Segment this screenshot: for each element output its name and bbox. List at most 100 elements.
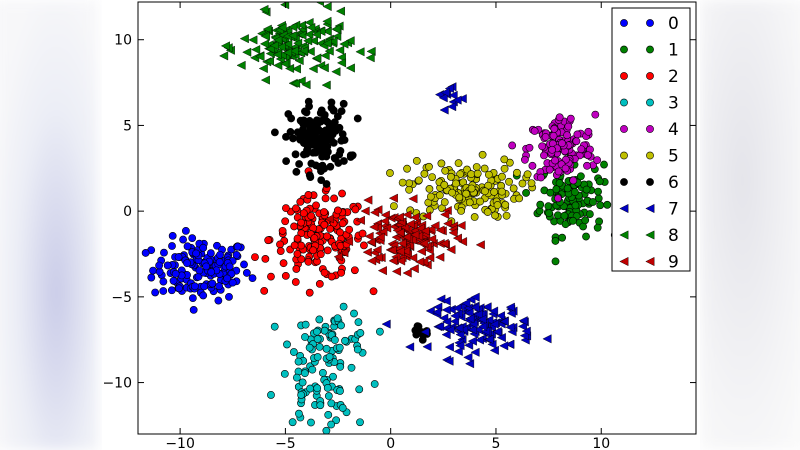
point-7: [505, 302, 515, 312]
point-6: [412, 330, 421, 339]
point-1: [560, 211, 569, 220]
point-7: [518, 316, 528, 326]
point-9: [401, 246, 411, 256]
point-0: [168, 231, 177, 240]
point-6: [318, 147, 327, 156]
point-0: [233, 242, 242, 251]
point-3: [308, 365, 317, 374]
legend-marker: [646, 151, 654, 160]
point-4: [563, 131, 571, 140]
point-8: [324, 46, 334, 56]
point-4: [555, 113, 564, 122]
point-4: [521, 155, 529, 164]
point-2: [297, 229, 306, 238]
point-8: [304, 17, 314, 28]
point-2: [264, 236, 273, 245]
point-7: [473, 309, 483, 319]
point-8: [242, 47, 252, 57]
point-3: [301, 320, 310, 329]
point-5: [501, 200, 510, 209]
point-1: [600, 160, 608, 169]
point-3: [288, 418, 297, 427]
point-7: [454, 323, 464, 333]
point-9: [367, 256, 377, 266]
point-9: [388, 256, 398, 266]
point-3: [332, 416, 341, 425]
point-8: [260, 31, 270, 41]
point-6: [302, 149, 311, 158]
point-9: [457, 237, 468, 247]
point-2: [304, 191, 313, 199]
point-7: [467, 325, 477, 335]
point-9: [339, 248, 349, 258]
point-8: [282, 48, 293, 58]
legend-item-1: 1: [620, 41, 679, 61]
point-3: [295, 409, 303, 418]
point-8: [315, 2, 324, 7]
point-8: [306, 22, 316, 32]
point-2: [358, 229, 367, 238]
point-9: [402, 210, 412, 220]
point-0: [213, 241, 221, 250]
point-8: [322, 38, 332, 48]
point-6: [305, 171, 314, 180]
point-3: [350, 309, 358, 318]
point-5: [500, 164, 509, 173]
point-8: [251, 45, 261, 55]
point-0: [225, 262, 234, 271]
point-0: [208, 279, 217, 288]
legend-marker: [620, 98, 628, 107]
point-6: [339, 99, 348, 108]
point-0: [151, 288, 160, 297]
point-3: [322, 344, 331, 353]
point-0: [199, 243, 208, 252]
point-5: [447, 172, 455, 181]
point-3: [313, 335, 322, 343]
point-6: [322, 180, 331, 188]
point-7: [542, 334, 552, 344]
point-9: [380, 210, 390, 220]
point-5: [490, 188, 499, 196]
point-9: [435, 225, 445, 235]
point-1: [551, 257, 560, 266]
point-1: [536, 200, 545, 209]
point-6: [282, 157, 291, 166]
point-8: [276, 42, 286, 52]
point-4: [550, 125, 559, 133]
point-9: [391, 266, 401, 276]
point-3: [339, 302, 348, 311]
point-2: [281, 271, 290, 280]
point-3: [313, 384, 322, 393]
legend-marker: [619, 256, 629, 267]
point-9: [343, 237, 354, 247]
point-1: [545, 209, 553, 218]
point-2: [337, 268, 346, 277]
point-7: [484, 334, 494, 344]
point-5: [480, 164, 489, 173]
point-3: [267, 391, 275, 399]
point-1: [594, 187, 602, 196]
point-9: [379, 216, 389, 226]
point-0: [159, 287, 168, 295]
point-6: [313, 118, 322, 127]
point-5: [398, 178, 407, 187]
point-2: [292, 265, 301, 273]
point-1: [595, 177, 604, 186]
point-5: [467, 170, 476, 179]
point-7: [444, 356, 454, 366]
point-2: [369, 287, 378, 296]
point-0: [223, 274, 232, 283]
legend-label: 4: [668, 120, 679, 140]
point-9: [422, 211, 432, 221]
point-0: [159, 277, 168, 286]
point-2: [297, 218, 306, 227]
plot-frame: [137, 1, 697, 435]
point-2: [297, 255, 306, 264]
point-8: [335, 45, 345, 55]
point-3: [338, 404, 347, 412]
point-6: [418, 335, 427, 344]
point-3: [356, 418, 364, 427]
point-2: [316, 250, 325, 259]
point-2: [309, 246, 318, 255]
point-3: [329, 372, 337, 381]
